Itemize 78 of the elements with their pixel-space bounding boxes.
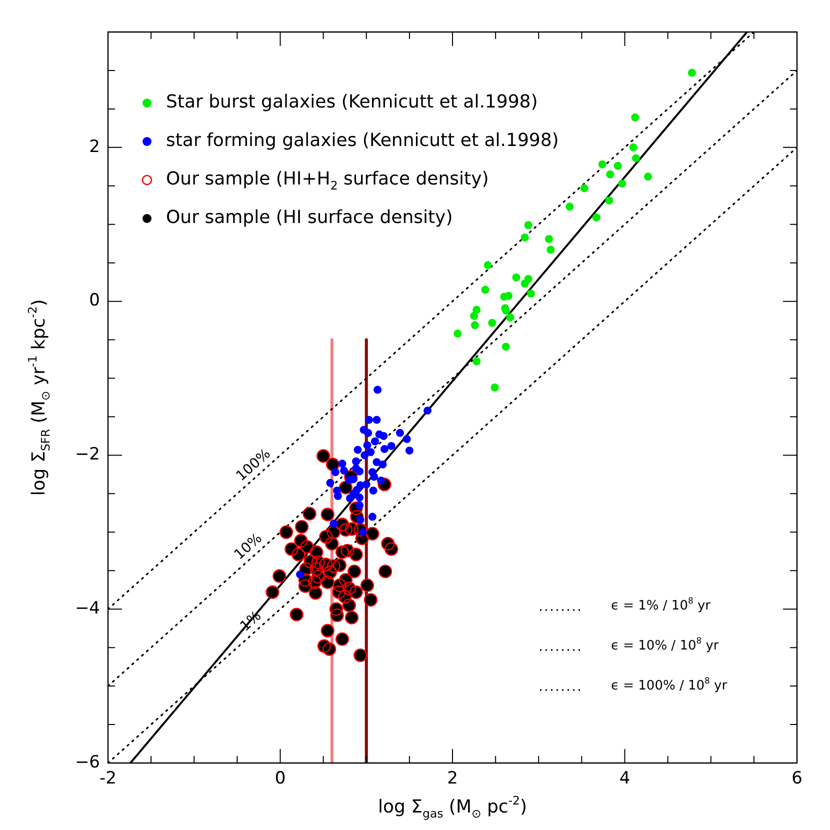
point (618, 180, 626, 188)
point (546, 246, 555, 254)
point (566, 202, 574, 211)
point (644, 172, 652, 181)
legend-label: star forming galaxies (Kennicutt et al.1998) (166, 130, 559, 152)
point (470, 312, 478, 320)
point (360, 451, 369, 460)
point (484, 261, 492, 270)
x-tick-label: 2 (447, 768, 458, 789)
x-tick-label: 6 (792, 768, 802, 789)
point (364, 416, 373, 424)
point (470, 321, 479, 330)
point (326, 478, 334, 487)
point (372, 416, 381, 424)
y-tick-label: 0 (89, 290, 100, 311)
point (380, 432, 388, 440)
point (598, 160, 606, 168)
point (355, 494, 364, 502)
point (605, 196, 614, 205)
y-tick-label: −6 (74, 752, 100, 772)
point (372, 458, 381, 466)
point (352, 457, 360, 466)
x-tick-label: 0 (274, 768, 286, 789)
point (688, 68, 696, 77)
point (614, 162, 622, 170)
point (355, 467, 364, 476)
point (362, 480, 370, 488)
legend-label: Star burst galaxies (Kennicutt et al.1998) (166, 92, 538, 113)
point (368, 512, 376, 521)
point (354, 446, 362, 454)
point (331, 468, 340, 476)
point (405, 446, 414, 455)
point (502, 342, 510, 351)
point (334, 492, 342, 500)
point (506, 313, 514, 322)
point (631, 113, 640, 122)
point (380, 445, 388, 454)
point (606, 170, 614, 178)
point (364, 428, 372, 437)
point (490, 383, 499, 392)
point (370, 437, 379, 446)
y-tick-label: −4 (74, 598, 100, 619)
point (481, 286, 490, 294)
point (402, 435, 411, 444)
y-tick-label: −2 (74, 444, 100, 465)
point (502, 306, 510, 315)
point (340, 466, 348, 475)
x-tick-label: 4 (619, 768, 630, 789)
y-tick-label: 2 (89, 136, 100, 157)
point (488, 318, 496, 327)
text: log ΣSFR (M⊙ yr-1 kpc-2) (26, 299, 52, 496)
point (370, 472, 378, 481)
point (454, 330, 462, 338)
point (520, 233, 529, 242)
point (387, 442, 396, 450)
point (296, 570, 304, 578)
point (374, 386, 382, 394)
point (512, 273, 520, 282)
point (363, 441, 372, 450)
point (396, 428, 404, 437)
point (338, 460, 346, 468)
point (472, 357, 481, 366)
x-tick-label: -2 (100, 768, 116, 789)
point (520, 280, 529, 288)
point (366, 448, 375, 456)
legend-label: Our sample (HI surface density) (166, 207, 453, 228)
point (592, 213, 600, 222)
point (524, 221, 532, 230)
point (629, 143, 638, 152)
point (330, 520, 338, 528)
point (632, 154, 640, 162)
point (369, 486, 378, 495)
point (346, 494, 354, 502)
point (544, 234, 553, 243)
point (424, 406, 432, 415)
point (378, 460, 387, 468)
point (526, 290, 535, 298)
point (580, 184, 588, 192)
